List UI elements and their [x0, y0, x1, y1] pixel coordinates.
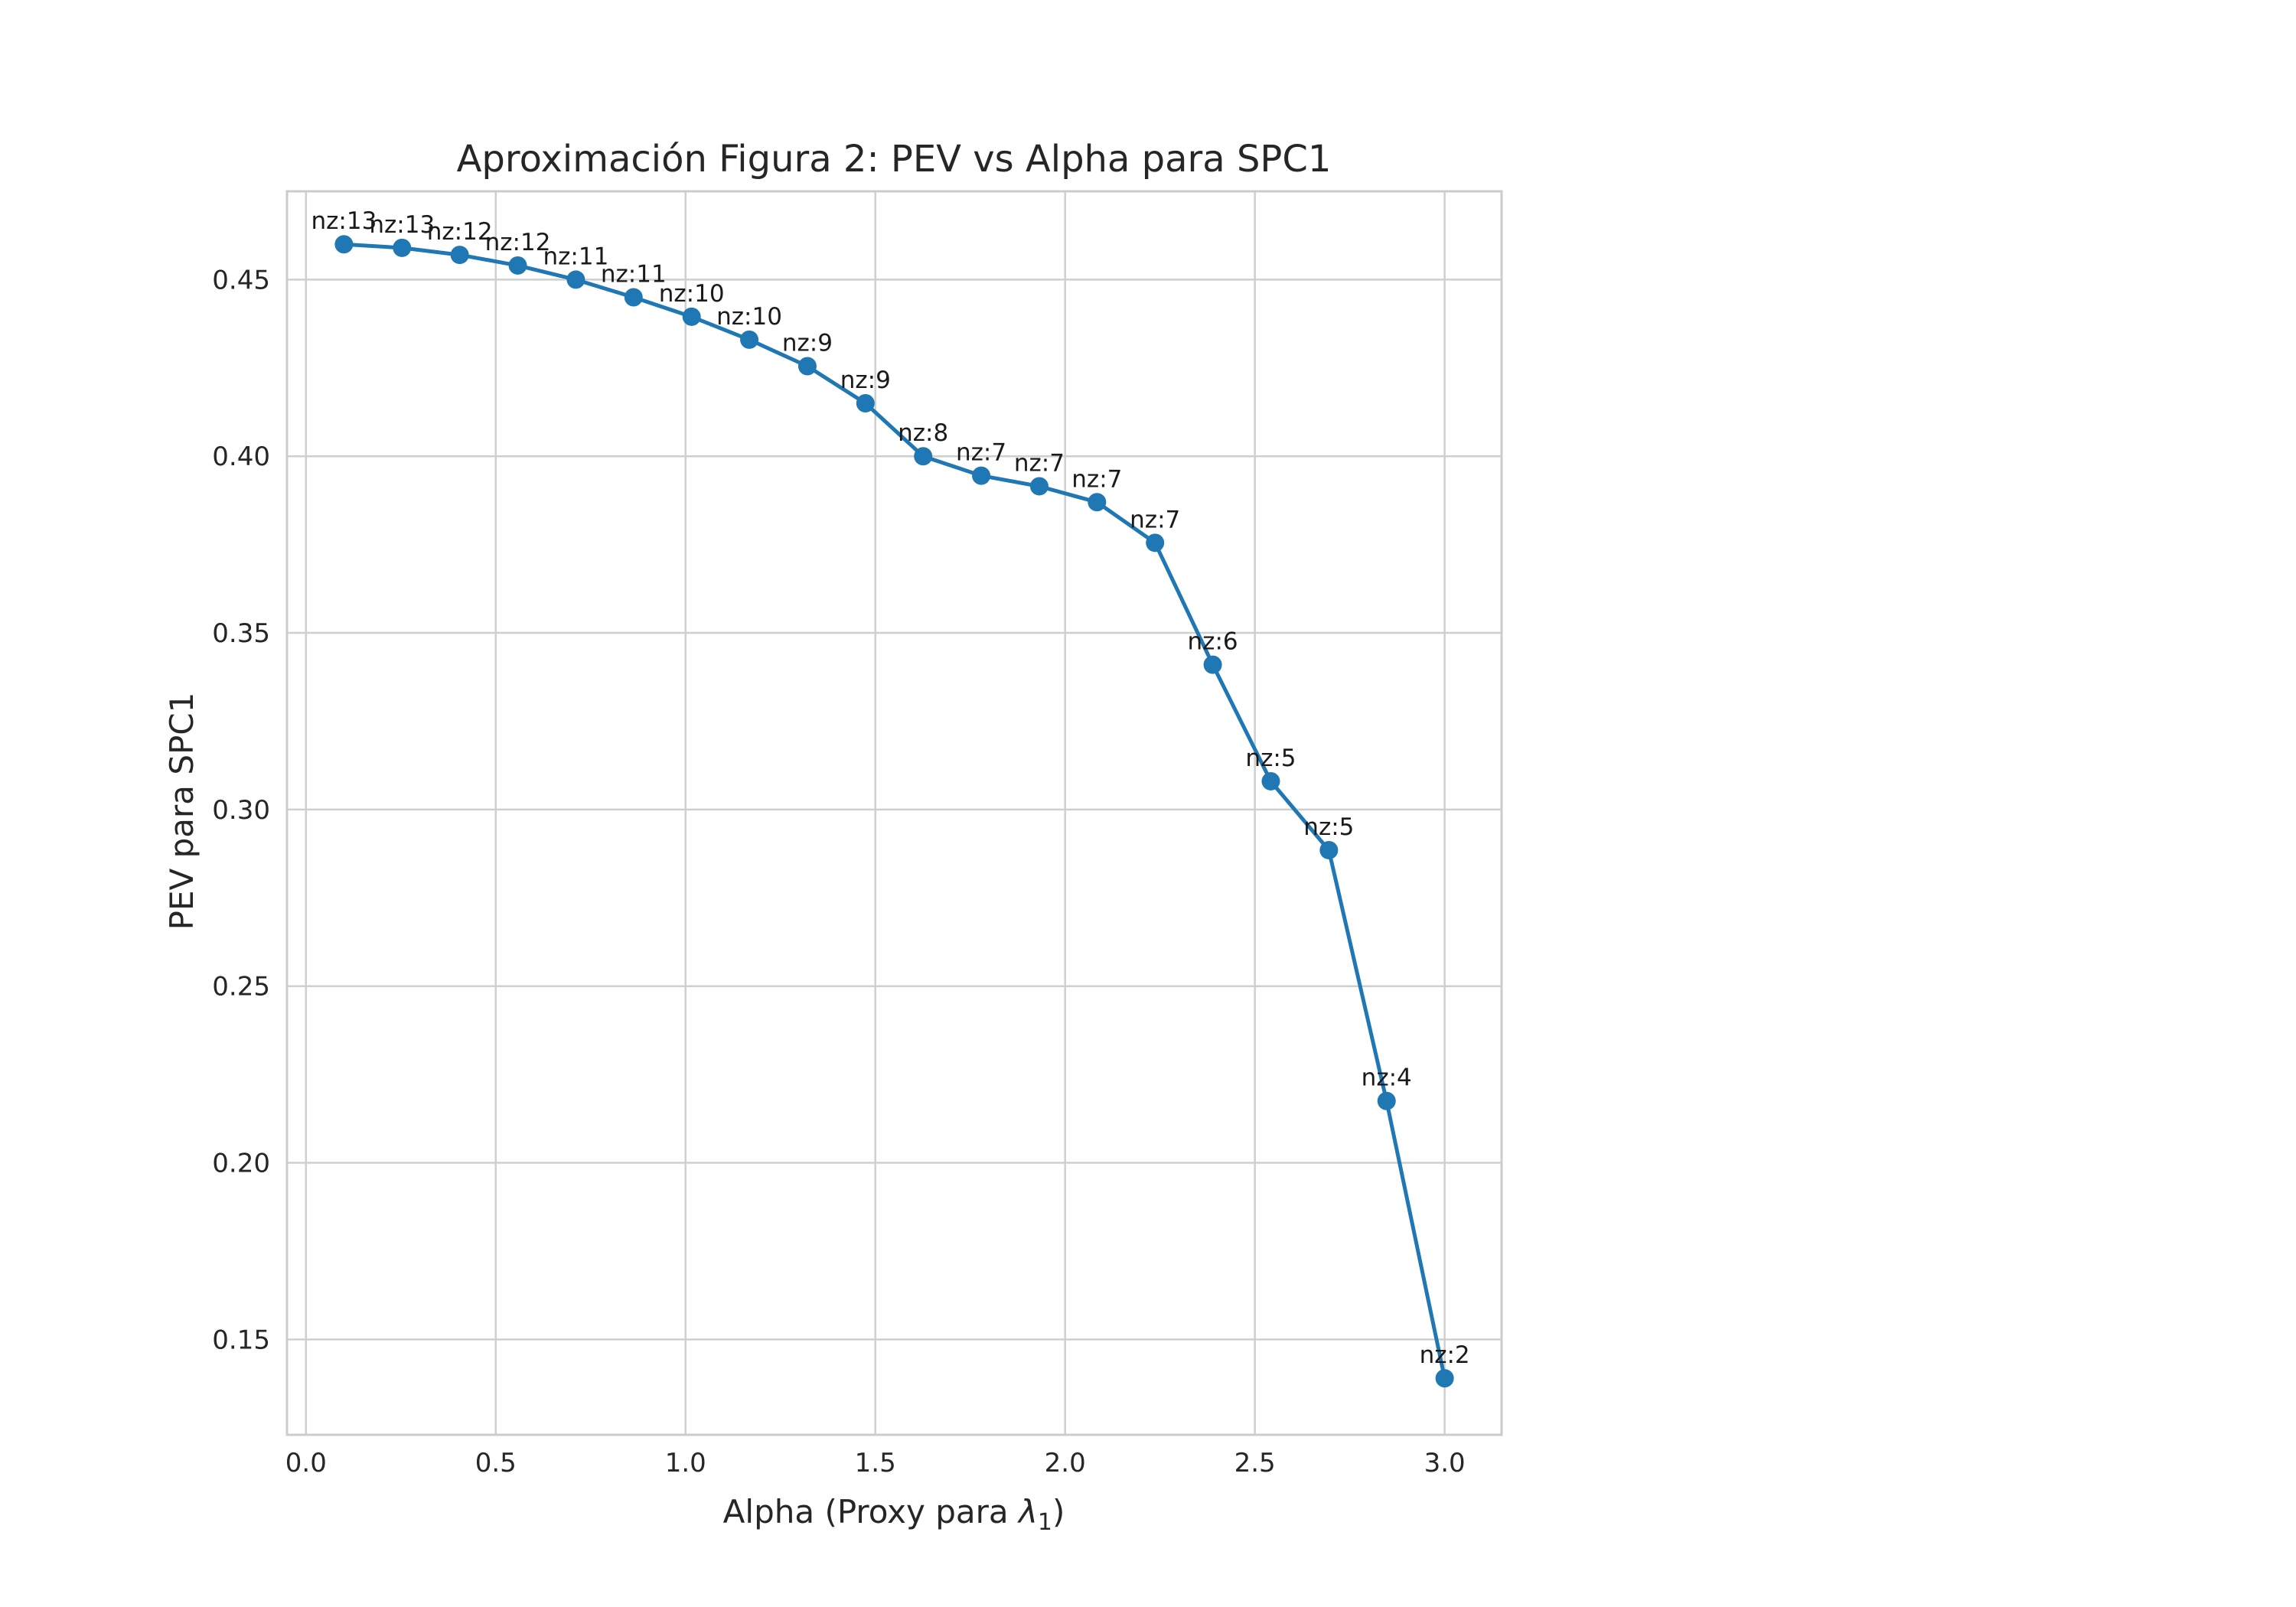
nz-annotation: nz:10	[659, 280, 725, 308]
data-point	[1029, 477, 1049, 496]
nz-annotation: nz:12	[485, 229, 551, 256]
nz-annotation: nz:4	[1362, 1064, 1412, 1092]
nz-annotation: nz:7	[1130, 506, 1180, 533]
nz-annotation: nz:10	[716, 303, 782, 331]
data-point	[740, 330, 759, 349]
data-point	[1146, 533, 1165, 553]
y-tick-label: 0.25	[212, 972, 270, 1002]
y-axis-label: PEV para SPC1	[163, 693, 201, 931]
nz-annotation: nz:9	[840, 367, 891, 394]
nz-annotation: nz:5	[1303, 813, 1354, 841]
data-point	[624, 288, 643, 307]
data-point	[856, 393, 875, 412]
data-point	[1203, 655, 1222, 674]
data-point	[1377, 1091, 1396, 1110]
data-point	[972, 466, 991, 485]
nz-annotation: nz:6	[1188, 628, 1238, 656]
x-tick-label: 2.5	[1234, 1448, 1276, 1478]
series-layer	[334, 235, 1454, 1388]
data-point	[334, 235, 354, 254]
pev-series-line	[344, 242, 1447, 1379]
chart-title: Aproximación Figura 2: PEV vs Alpha para…	[457, 138, 1332, 181]
tick-labels: 0.0 0.5 1.0 1.5 2.0 2.5 3.0 0.15 0.20 0.25 0.30 0.3…	[212, 265, 1465, 1478]
data-point	[914, 447, 933, 466]
nz-annotation: nz:11	[601, 260, 667, 288]
y-tick-label: 0.30	[212, 795, 270, 826]
y-tick-label: 0.15	[212, 1325, 270, 1355]
data-point	[797, 357, 817, 376]
annotations: nz:13nz:13nz:12nz:12nz:11nz:11nz:10nz:10…	[311, 207, 1469, 1369]
nz-annotation: nz:8	[898, 419, 948, 447]
plot-frame	[285, 190, 1503, 1436]
x-axis-label: Alpha (Proxy para λ1)	[723, 1493, 1065, 1536]
x-tick-label: 0.5	[475, 1448, 517, 1478]
data-point	[1088, 493, 1107, 512]
nz-annotation: nz:11	[543, 243, 609, 270]
nz-annotation: nz:12	[427, 218, 493, 246]
x-tick-label: 1.5	[855, 1448, 896, 1478]
y-tick-label: 0.45	[212, 265, 270, 295]
grid	[285, 190, 1503, 1436]
nz-annotation: nz:5	[1245, 745, 1296, 772]
nz-annotation: nz:7	[1071, 465, 1122, 493]
y-tick-label: 0.35	[212, 618, 270, 649]
data-point	[1435, 1369, 1454, 1388]
data-point	[682, 307, 701, 326]
y-tick-label: 0.40	[212, 442, 270, 472]
nz-annotation: nz:13	[369, 211, 435, 239]
nz-annotation: nz:7	[956, 439, 1006, 467]
data-point	[1261, 771, 1280, 790]
data-point	[393, 238, 412, 257]
x-tick-label: 0.0	[285, 1448, 327, 1478]
data-point	[450, 246, 469, 265]
data-point	[508, 256, 527, 275]
x-tick-label: 2.0	[1045, 1448, 1086, 1478]
nz-annotation: nz:7	[1014, 449, 1065, 477]
nz-annotation: nz:9	[782, 330, 833, 357]
nz-annotation: nz:13	[311, 207, 377, 235]
nz-annotation: nz:2	[1420, 1341, 1470, 1369]
x-tick-label: 3.0	[1424, 1448, 1466, 1478]
x-tick-label: 1.0	[665, 1448, 706, 1478]
data-point	[566, 270, 585, 289]
y-tick-label: 0.20	[212, 1149, 270, 1179]
data-point	[1319, 840, 1339, 859]
